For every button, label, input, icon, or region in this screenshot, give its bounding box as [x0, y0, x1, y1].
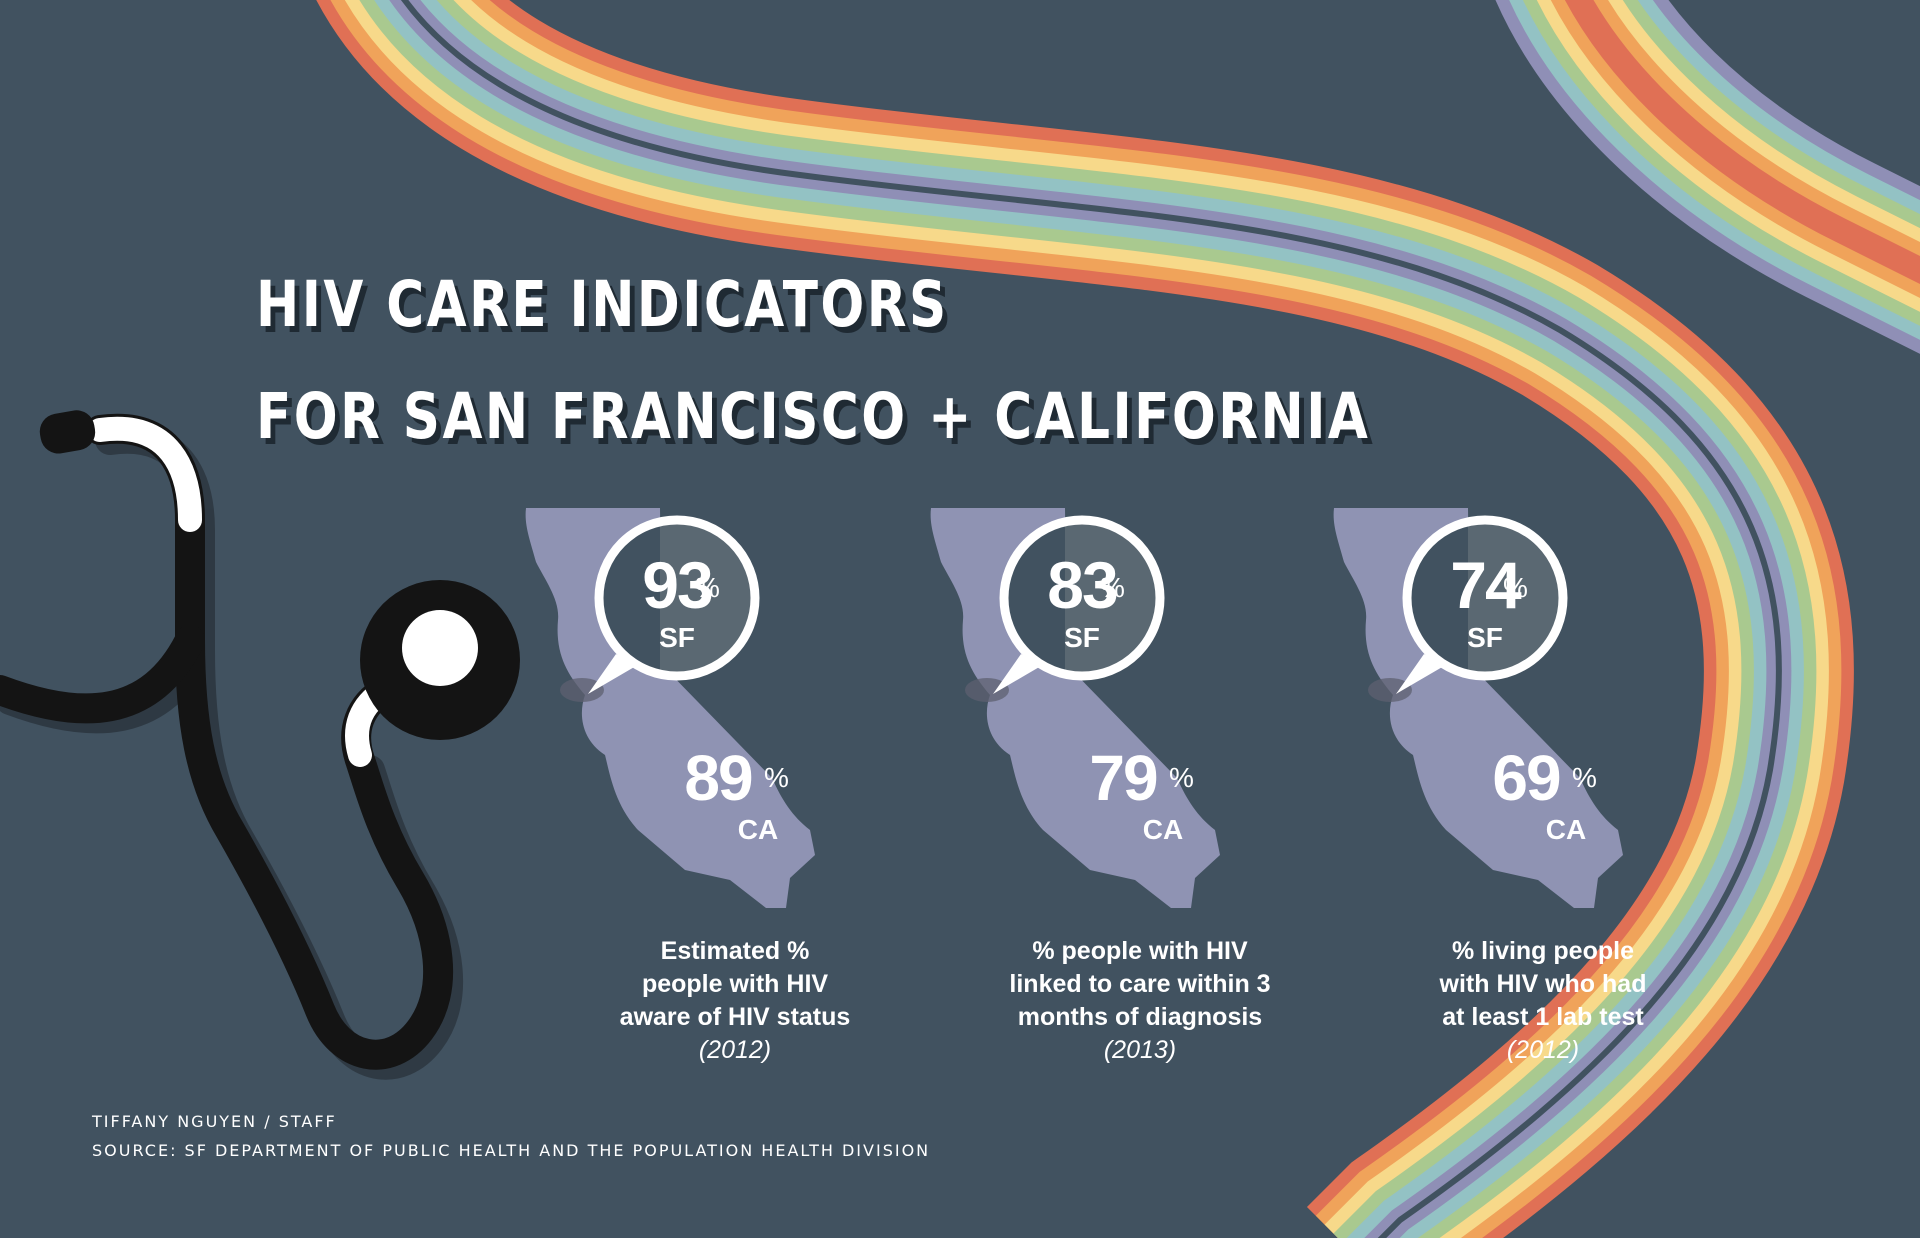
description-line: with HIV who had — [1439, 970, 1647, 998]
indicator-panel: 93 % SF 89 % CA Estimated % people with … — [520, 500, 940, 1080]
sf-marker-icon — [1368, 678, 1412, 702]
stethoscope-icon — [0, 410, 520, 1080]
ca-value: 89 — [684, 742, 753, 814]
speech-bubble-icon — [588, 654, 636, 694]
ca-value: 79 — [1089, 742, 1158, 814]
description-line: % living people — [1452, 937, 1634, 965]
ca-value: 69 — [1492, 742, 1561, 814]
speech-bubble-icon — [1396, 654, 1444, 694]
description-line: at least 1 lab test — [1442, 1003, 1644, 1031]
title-line-1: HIV CARE INDICATORS — [256, 268, 949, 341]
indicator-year: (2012) — [1506, 1036, 1580, 1064]
indicator-description: % people with HIV linked to care within … — [1005, 935, 1275, 1067]
sf-value: 83 — [1047, 548, 1118, 622]
indicator-description: Estimated % people with HIV aware of HIV… — [600, 935, 870, 1067]
sf-label: SF — [1064, 622, 1100, 653]
sf-percent-sign: % — [1100, 572, 1125, 603]
sf-label: SF — [659, 622, 695, 653]
ca-percent-sign: % — [1169, 762, 1194, 793]
description-line: aware of HIV status — [619, 1003, 851, 1031]
ca-label: CA — [1545, 814, 1587, 845]
author-credit: TIFFANY NGUYEN / STAFF — [92, 1112, 337, 1131]
indicator-year: (2012) — [698, 1036, 772, 1064]
indicator-description: % living people with HIV who had at leas… — [1408, 935, 1678, 1067]
indicator-panel: 74 % SF 69 % CA % living people with HIV… — [1328, 500, 1748, 1080]
speech-bubble-icon — [993, 654, 1041, 694]
source-credit: SOURCE: SF DEPARTMENT OF PUBLIC HEALTH A… — [92, 1141, 931, 1160]
ca-percent-sign: % — [764, 762, 789, 793]
sf-value: 74 — [1450, 548, 1521, 622]
description-line: linked to care within 3 — [1009, 970, 1271, 998]
sf-marker-icon — [560, 678, 604, 702]
sf-percent-sign: % — [695, 572, 720, 603]
description-line: months of diagnosis — [1017, 1003, 1263, 1031]
ca-label: CA — [1142, 814, 1184, 845]
indicator-panel: 83 % SF 79 % CA % people with HIV linked… — [925, 500, 1345, 1080]
description-line: Estimated % — [660, 937, 810, 965]
sf-label: SF — [1467, 622, 1503, 653]
sf-percent-sign: % — [1503, 572, 1528, 603]
description-line: % people with HIV — [1032, 937, 1248, 965]
sf-value: 93 — [642, 548, 713, 622]
rainbow-ribbon — [316, 0, 1920, 1238]
sf-marker-icon — [965, 678, 1009, 702]
description-line: people with HIV — [641, 970, 829, 998]
ca-label: CA — [737, 814, 779, 845]
indicator-year: (2013) — [1103, 1036, 1177, 1064]
ca-percent-sign: % — [1572, 762, 1597, 793]
title-line-2: FOR SAN FRANCISCO + CALIFORNIA — [256, 380, 1371, 453]
